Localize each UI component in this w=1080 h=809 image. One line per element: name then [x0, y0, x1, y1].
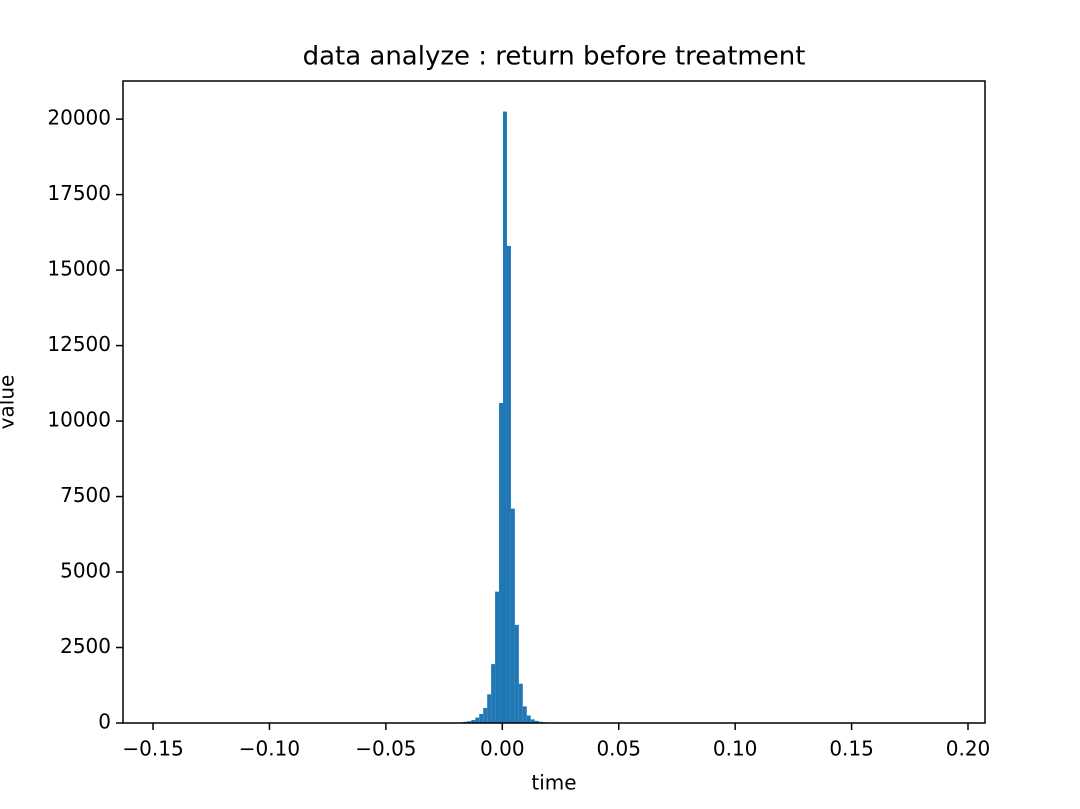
bar [495, 591, 500, 723]
bar [518, 683, 523, 723]
y-tick-label: 17500 [47, 181, 111, 205]
x-tick-label: −0.05 [355, 737, 416, 761]
y-tick-label: 10000 [47, 408, 111, 432]
bar [514, 624, 519, 723]
x-tick-label: 0.05 [596, 737, 641, 761]
bar [467, 721, 472, 723]
x-tick-label: 0.20 [946, 737, 991, 761]
bar [471, 719, 476, 723]
bar [491, 664, 496, 723]
y-tick-label: 5000 [60, 559, 111, 583]
bar [475, 717, 480, 723]
plot-frame [122, 80, 986, 724]
bar [522, 706, 527, 723]
bar [479, 713, 484, 723]
chart-title: data analyze : return before treatment [303, 42, 806, 72]
bar [510, 508, 515, 723]
y-tick-label: 20000 [47, 106, 111, 130]
x-tick-label: 0.15 [829, 737, 874, 761]
x-tick-label: 0.10 [713, 737, 758, 761]
y-tick-label: 0 [98, 710, 111, 734]
bar [530, 719, 535, 723]
y-axis-label: value [0, 375, 19, 430]
x-axis-label: time [531, 771, 576, 795]
bar [483, 707, 488, 723]
bar [506, 245, 511, 723]
bar [487, 694, 492, 723]
x-tick-label: 0.00 [480, 737, 525, 761]
x-tick-label: −0.10 [239, 737, 300, 761]
bar [534, 720, 539, 723]
y-tick-label: 2500 [60, 634, 111, 658]
y-tick-label: 15000 [47, 257, 111, 281]
bar [526, 715, 531, 723]
y-tick-label: 7500 [60, 483, 111, 507]
x-tick-label: −0.15 [122, 737, 183, 761]
bar [503, 111, 507, 724]
bar [499, 402, 504, 723]
y-tick-label: 12500 [47, 332, 111, 356]
